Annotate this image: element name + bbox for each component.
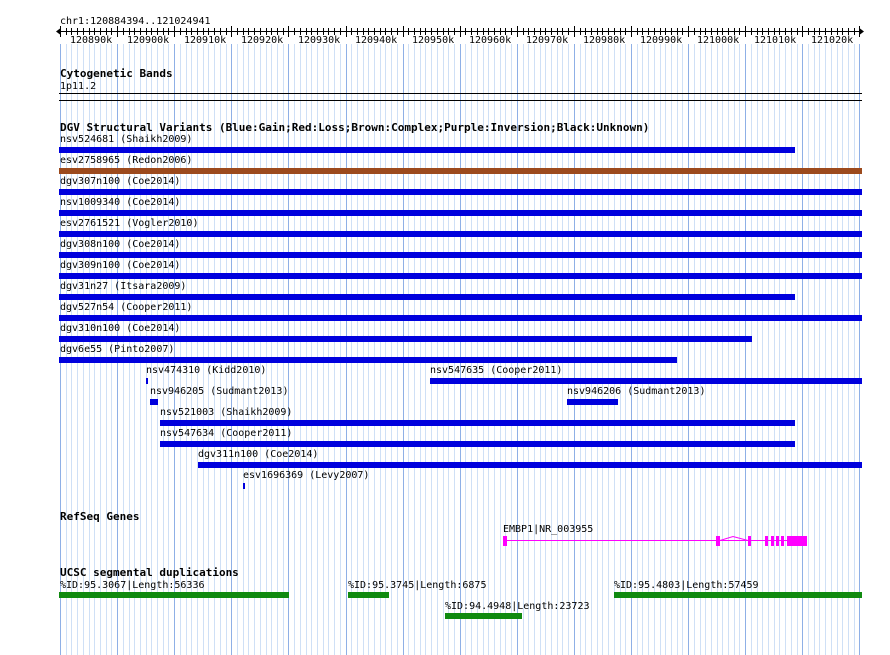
variant-bar[interactable] [59,210,862,216]
tick-label: 120900k [127,35,170,46]
variant-bar[interactable] [430,378,862,384]
gene-exon [716,536,720,546]
gene-model[interactable] [0,530,890,550]
variant-label[interactable]: dgv307n100 (Coe2014) [60,176,181,187]
gene-exon [771,536,774,546]
tick-label: 120920k [241,35,284,46]
segdup-label[interactable]: %ID:95.3067|Length:56336 [60,580,205,591]
tick-label: 120890k [70,35,113,46]
variant-label[interactable]: esv2758965 (Redon2006) [60,155,193,166]
ruler-left-arrow-icon [56,28,60,35]
cytoband-bottom-line [59,100,862,101]
variant-label[interactable]: dgv311n100 (Coe2014) [198,449,319,460]
tick-label: 121020k [811,35,854,46]
tick-label: 120940k [355,35,398,46]
variant-bar[interactable] [59,357,677,363]
variant-label[interactable]: nsv547635 (Cooper2011) [430,365,563,376]
variant-label[interactable]: dgv310n100 (Coe2014) [60,323,181,334]
gene-exon [776,536,779,546]
variant-label[interactable]: esv2761521 (Vogler2010) [60,218,199,229]
segdup-bar[interactable] [59,592,289,598]
variant-bar[interactable] [59,273,862,279]
variant-label[interactable]: dgv308n100 (Coe2014) [60,239,181,250]
variant-bar[interactable] [198,462,862,468]
variant-bar[interactable] [59,336,752,342]
segdup-bar[interactable] [445,613,522,619]
variant-bar[interactable] [59,294,795,300]
gene-label[interactable]: EMBP1|NR_003955 [503,524,594,535]
variant-bar[interactable] [243,483,245,489]
variant-bar[interactable] [59,147,795,153]
refseq-track-title: RefSeq Genes [60,510,140,523]
tick-label: 120950k [412,35,455,46]
gene-exon [765,536,768,546]
tick-label: 120910k [184,35,227,46]
cytoband-top-line [59,93,862,94]
variant-bar[interactable] [567,399,618,405]
tick-label: 121010k [754,35,797,46]
tick-label: 120960k [469,35,512,46]
cytoband-track-title: Cytogenetic Bands [60,67,173,80]
variant-label[interactable]: nsv547634 (Cooper2011) [160,428,293,439]
segdup-label[interactable]: %ID:94.4948|Length:23723 [445,601,590,612]
tick-label: 121000k [697,35,740,46]
variant-bar[interactable] [59,189,862,195]
dgv-track-title: DGV Structural Variants (Blue:Gain;Red:L… [60,121,650,134]
variant-bar[interactable] [150,399,158,405]
variant-label[interactable]: dgv31n27 (Itsara2009) [60,281,187,292]
variant-label[interactable]: nsv524681 (Shaikh2009) [60,134,193,145]
variant-label[interactable]: nsv946206 (Sudmant2013) [567,386,706,397]
tick-label: 120980k [583,35,626,46]
tick-label: 120930k [298,35,341,46]
variant-bar[interactable] [59,168,862,174]
variant-label[interactable]: nsv946205 (Sudmant2013) [150,386,289,397]
variant-label[interactable]: esv1696369 (Levy2007) [243,470,370,481]
gene-exon [781,536,784,546]
gene-exon [503,536,507,546]
variant-bar[interactable] [59,315,862,321]
variant-label[interactable]: dgv527n54 (Cooper2011) [60,302,193,313]
segdup-label[interactable]: %ID:95.3745|Length:6875 [348,580,487,591]
tick-label: 120970k [526,35,569,46]
variant-bar[interactable] [146,378,148,384]
segdup-bar[interactable] [614,592,862,598]
variant-bar[interactable] [59,252,862,258]
segdup-bar[interactable] [348,592,389,598]
location-label: chr1:120884394..121024941 [60,16,211,27]
gene-intron-chevron [719,535,749,541]
segdup-label[interactable]: %ID:95.4803|Length:57459 [614,580,759,591]
gene-exon [787,536,807,546]
variant-label[interactable]: dgv309n100 (Coe2014) [60,260,181,271]
cytoband-label: 1p11.2 [60,81,97,92]
variant-label[interactable]: nsv521003 (Shaikh2009) [160,407,293,418]
variant-bar[interactable] [160,420,795,426]
segdup-track-title: UCSC segmental duplications [60,566,239,579]
tick-label: 120990k [640,35,683,46]
variant-bar[interactable] [59,231,862,237]
variant-bar[interactable] [160,441,795,447]
variant-label[interactable]: nsv1009340 (Coe2014) [60,197,181,208]
ruler-axis [56,26,864,37]
variant-label[interactable]: nsv474310 (Kidd2010) [146,365,267,376]
variant-label[interactable]: dgv6e55 (Pinto2007) [60,344,175,355]
ruler-right-arrow-icon [860,28,864,35]
gene-exon [748,536,751,546]
